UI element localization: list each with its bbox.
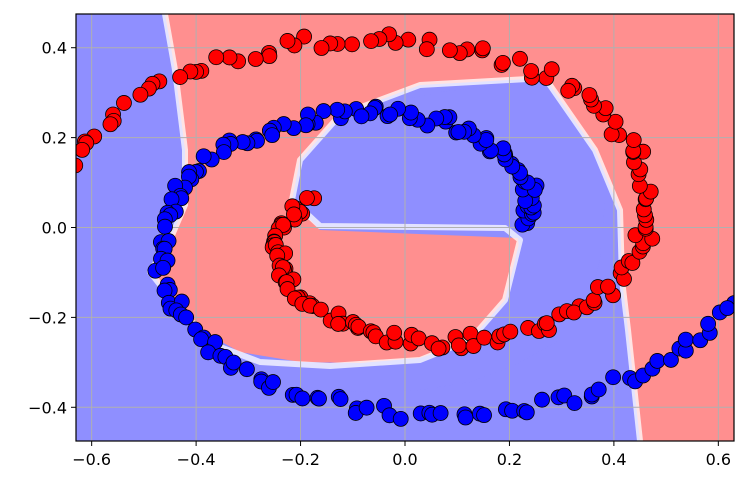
red-data-point xyxy=(261,48,278,65)
red-data-point xyxy=(474,40,491,57)
red-data-point xyxy=(363,33,379,49)
red-data-point xyxy=(279,33,296,49)
plot-area xyxy=(76,14,748,441)
blue-data-point xyxy=(311,390,327,407)
red-data-point xyxy=(275,216,292,233)
blue-data-point xyxy=(566,395,583,411)
blue-data-point xyxy=(294,390,311,407)
blue-data-point xyxy=(457,409,474,426)
red-data-point xyxy=(132,86,149,103)
red-data-point xyxy=(313,40,330,56)
blue-data-point xyxy=(264,127,281,144)
blue-data-point xyxy=(649,353,666,369)
x-tick-label: 0.0 xyxy=(392,450,417,469)
red-data-point xyxy=(441,42,458,59)
red-data-point xyxy=(607,113,624,130)
blue-data-point xyxy=(450,124,467,140)
blue-data-point xyxy=(605,369,622,386)
y-axis: −0.4 −0.2 0.0 0.2 0.4 xyxy=(28,39,76,417)
red-data-point xyxy=(465,338,482,354)
blue-data-point xyxy=(677,331,694,348)
blue-data-point xyxy=(590,381,607,398)
red-data-point xyxy=(312,301,329,318)
data-points xyxy=(76,26,748,427)
blue-data-point xyxy=(719,300,734,316)
blue-data-point xyxy=(476,407,492,424)
red-data-point xyxy=(247,51,264,67)
red-data-point xyxy=(172,69,189,85)
red-data-point xyxy=(76,157,84,174)
blue-data-point xyxy=(518,404,535,421)
blue-data-point xyxy=(353,108,370,125)
blue-data-point xyxy=(534,391,550,408)
red-data-point xyxy=(625,132,642,148)
red-data-point xyxy=(494,54,511,71)
x-tick-label: −0.2 xyxy=(281,450,320,469)
red-data-point xyxy=(600,278,616,295)
red-data-point xyxy=(502,323,519,340)
x-tick-label: −0.4 xyxy=(177,450,216,469)
red-data-point xyxy=(221,49,238,66)
x-tick-label: 0.6 xyxy=(706,450,731,469)
x-tick-label: 0.2 xyxy=(497,450,522,469)
y-tick-label: 0.0 xyxy=(42,219,67,238)
blue-data-point xyxy=(700,315,717,332)
red-data-point xyxy=(430,340,447,357)
blue-data-point xyxy=(216,144,232,160)
red-data-point xyxy=(102,116,119,133)
blue-data-point xyxy=(195,148,212,165)
x-tick-label: 0.4 xyxy=(601,450,626,469)
x-tick-label: −0.6 xyxy=(72,450,111,469)
blue-data-point xyxy=(432,405,449,421)
y-tick-label: 0.2 xyxy=(42,129,67,148)
blue-data-point xyxy=(265,374,281,390)
red-data-point xyxy=(116,95,132,111)
red-data-point xyxy=(543,61,560,78)
red-data-point xyxy=(624,255,641,271)
blue-data-point xyxy=(178,309,195,326)
red-data-point xyxy=(386,324,403,341)
red-data-point xyxy=(299,190,315,206)
blue-data-point xyxy=(663,352,679,368)
grid-lines xyxy=(76,14,734,441)
blue-data-point xyxy=(315,103,332,119)
blue-data-point xyxy=(157,218,173,235)
blue-data-point xyxy=(329,101,346,118)
blue-data-point xyxy=(155,259,172,276)
red-data-point xyxy=(418,41,435,58)
blue-data-point xyxy=(332,391,349,407)
red-data-point xyxy=(286,206,302,223)
red-data-point xyxy=(208,49,225,66)
red-data-point xyxy=(560,82,577,99)
blue-data-point xyxy=(736,280,748,295)
red-data-point xyxy=(450,337,467,354)
y-tick-label: −0.4 xyxy=(28,398,67,417)
red-data-point xyxy=(585,292,602,309)
y-tick-label: −0.2 xyxy=(28,308,67,327)
red-data-point xyxy=(581,87,598,103)
x-axis: −0.6 −0.4 −0.2 0.0 0.2 0.4 0.6 xyxy=(72,441,731,469)
red-data-point xyxy=(410,330,427,347)
blue-data-point xyxy=(358,399,375,416)
red-data-point xyxy=(512,50,528,67)
red-data-point xyxy=(523,63,540,79)
red-data-point xyxy=(76,141,91,158)
red-data-point xyxy=(476,329,493,346)
red-data-point xyxy=(538,315,555,332)
blue-data-point xyxy=(239,361,255,378)
blue-data-point xyxy=(193,331,210,348)
blue-data-point xyxy=(225,354,242,371)
blue-data-point xyxy=(382,106,399,123)
red-data-point xyxy=(330,316,347,332)
red-data-point xyxy=(344,36,360,53)
blue-data-point xyxy=(392,410,409,427)
y-tick-label: 0.4 xyxy=(42,39,67,58)
